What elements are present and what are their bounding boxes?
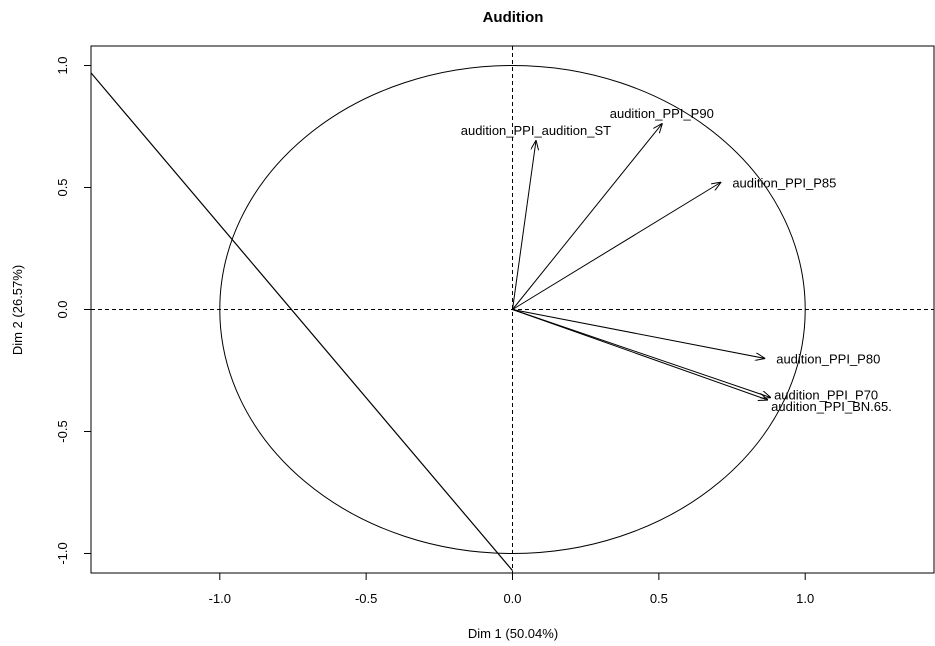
x-tick-label: 0.0 bbox=[503, 591, 521, 606]
variable-arrow bbox=[512, 183, 721, 310]
x-axis-label: Dim 1 (50.04%) bbox=[468, 626, 558, 641]
variable-arrow bbox=[512, 141, 536, 310]
variable-label: audition_PPI_P80 bbox=[776, 351, 880, 366]
variable-arrow bbox=[512, 309, 771, 398]
variable-label: audition_PPI_P90 bbox=[610, 106, 714, 121]
variable-arrow bbox=[512, 124, 662, 310]
x-tick-label: -0.5 bbox=[355, 591, 377, 606]
variable-arrow bbox=[512, 309, 768, 400]
x-tick-label: -1.0 bbox=[209, 591, 231, 606]
x-tick-label: 1.0 bbox=[796, 591, 814, 606]
y-tick-label: 0.0 bbox=[55, 300, 70, 318]
variable-label: audition_PPI_audition_ST bbox=[461, 123, 611, 138]
variable-label: audition_PPI_BN.65. bbox=[771, 399, 892, 414]
variable-label: audition_PPI_P70 bbox=[774, 387, 878, 402]
variable-arrow bbox=[512, 309, 765, 359]
y-tick-label: -1.0 bbox=[55, 542, 70, 564]
y-tick-label: 1.0 bbox=[55, 56, 70, 74]
diagonal-line bbox=[91, 72, 513, 571]
y-axis-label: Dim 2 (26.57%) bbox=[10, 265, 25, 355]
y-tick-label: -0.5 bbox=[55, 420, 70, 442]
y-tick-label: 0.5 bbox=[55, 178, 70, 196]
x-tick-label: 0.5 bbox=[650, 591, 668, 606]
chart-title: Audition bbox=[483, 9, 544, 26]
chart-body: audition_PPI_audition_ST audition_PPI_P90… bbox=[55, 45, 935, 606]
variable-label: audition_PPI_P85 bbox=[732, 176, 836, 191]
